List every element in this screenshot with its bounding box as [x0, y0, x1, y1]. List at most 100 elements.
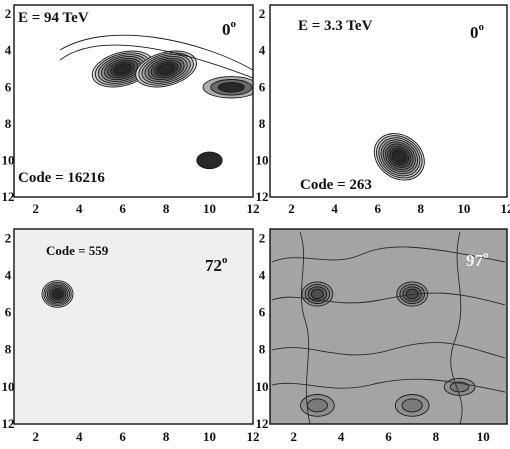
panel-background	[14, 229, 253, 424]
y-tick-label: 6	[259, 79, 266, 94]
x-tick-label: 2	[290, 429, 297, 444]
tick-labels: 2 4 6 8 10 12 2 4 6 8 10 12	[256, 6, 510, 216]
x-tick-label: 12	[247, 201, 260, 216]
y-tick-label: 4	[5, 267, 12, 282]
x-tick-label: 10	[203, 429, 216, 444]
x-tick-label: 4	[76, 429, 83, 444]
panel-background	[14, 5, 253, 197]
code-label: Code = 16216	[18, 170, 105, 186]
panel-frame	[13, 4, 254, 198]
contour-lines	[41, 280, 74, 308]
contour-level	[217, 81, 245, 93]
panel-bottom-left: 2 4 6 8 10 12 2 4 6 8 10 12 Code = 559 72o	[2, 228, 260, 444]
y-tick-label: 4	[259, 267, 266, 282]
x-tick-label: 2	[32, 429, 39, 444]
y-tick-label: 6	[259, 305, 266, 320]
angle-label: 72o	[205, 254, 228, 275]
y-tick-label: 2	[259, 6, 266, 21]
degree-symbol: o	[231, 18, 237, 30]
y-tick-label: 4	[259, 43, 266, 58]
contour-lines	[373, 133, 425, 181]
y-tick-label: 12	[256, 416, 269, 431]
x-tick-label: 12	[247, 429, 260, 444]
y-tick-label: 8	[259, 116, 266, 131]
x-tick-label: 4	[76, 201, 83, 216]
x-tick-label: 6	[119, 201, 126, 216]
angle-value: 72	[205, 256, 222, 275]
code-label: Code = 559	[46, 243, 109, 258]
energy-label: E = 94 TeV	[18, 10, 89, 26]
tick-labels: 2 4 6 8 10 2 4 6 8 10 12	[256, 230, 490, 444]
contour-lines	[271, 231, 506, 424]
y-tick-label: 8	[5, 116, 12, 131]
panel-frame	[269, 4, 508, 198]
y-tick-label: 10	[2, 379, 15, 394]
x-tick-label: 2	[32, 201, 39, 216]
contour-line	[271, 342, 506, 359]
contour-level	[391, 149, 407, 164]
contour-line	[59, 44, 253, 79]
angle-value: 0	[470, 23, 479, 42]
x-tick-label: 6	[119, 429, 126, 444]
contour-level	[196, 151, 223, 170]
contour-line	[299, 231, 311, 424]
angle-label: 0o	[470, 21, 485, 42]
angle-value: 0	[222, 20, 231, 39]
x-tick-label: 8	[163, 429, 170, 444]
panel-frame	[13, 228, 254, 425]
angle-label: 97o	[466, 249, 489, 270]
contour-level	[52, 289, 63, 299]
degree-symbol: o	[479, 21, 485, 33]
angle-label: 0o	[222, 18, 237, 39]
panel-top-left: 2 4 6 8 10 12 2 4 6 8 10 12 E = 94 TeV Code = 16216…	[2, 4, 260, 216]
x-tick-label: 2	[288, 201, 295, 216]
y-tick-label: 6	[5, 305, 12, 320]
x-tick-label: 4	[338, 429, 345, 444]
x-tick-label: 6	[374, 201, 381, 216]
y-tick-label: 12	[256, 189, 269, 204]
y-tick-label: 6	[5, 79, 12, 94]
x-tick-label: 8	[163, 201, 170, 216]
x-tick-label: 8	[418, 201, 425, 216]
energy-label: E = 3.3 TeV	[298, 18, 373, 34]
degree-symbol: o	[222, 254, 228, 266]
y-tick-label: 10	[2, 152, 15, 167]
x-tick-label: 8	[433, 429, 440, 444]
contour-level	[113, 63, 132, 75]
code-label: Code = 263	[300, 177, 372, 193]
contour-line	[271, 246, 506, 263]
tick-labels: 2 4 6 8 10 12 2 4 6 8 10 12	[2, 230, 260, 444]
tick-labels: 2 4 6 8 10 12 2 4 6 8 10 12	[2, 6, 260, 216]
x-tick-label: 12	[501, 201, 510, 216]
y-tick-label: 8	[5, 342, 12, 357]
contour-line	[271, 378, 506, 393]
x-tick-label: 10	[457, 201, 470, 216]
x-tick-label: 10	[203, 201, 216, 216]
y-tick-label: 8	[259, 342, 266, 357]
contour-level	[306, 398, 328, 413]
contour-level	[156, 63, 176, 75]
panel-frame	[269, 228, 508, 425]
contour-level	[401, 398, 423, 413]
contour-level	[310, 288, 324, 300]
contour-line	[59, 34, 253, 71]
x-tick-label: 6	[385, 429, 392, 444]
y-tick-label: 10	[256, 152, 269, 167]
y-tick-label: 12	[2, 416, 15, 431]
y-tick-label: 2	[5, 230, 12, 245]
y-tick-label: 12	[2, 189, 15, 204]
contour-line	[271, 292, 506, 306]
x-tick-label: 4	[331, 201, 338, 216]
panel-bottom-right: 2 4 6 8 10 2 4 6 8 10 12 97o	[256, 228, 508, 444]
angle-value: 97	[466, 251, 484, 270]
contour-lines	[59, 34, 253, 170]
x-tick-label: 10	[477, 429, 490, 444]
y-tick-label: 2	[5, 6, 12, 21]
y-tick-label: 10	[256, 379, 269, 394]
y-tick-label: 4	[5, 43, 12, 58]
y-tick-label: 2	[259, 230, 266, 245]
degree-symbol: o	[483, 249, 489, 261]
contour-line	[450, 231, 463, 424]
